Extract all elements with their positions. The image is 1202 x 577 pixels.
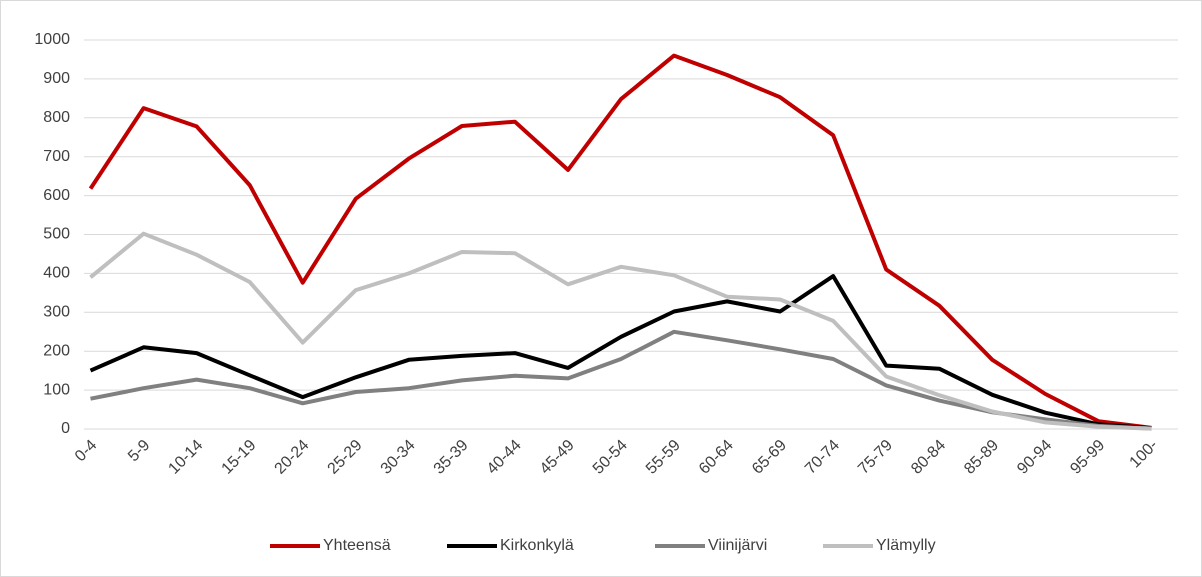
y-tick-label: 700 (43, 148, 70, 165)
y-tick-label: 200 (43, 342, 70, 359)
legend-label: Viinijärvi (708, 537, 767, 554)
y-tick-label: 100 (43, 381, 70, 398)
series-line (89, 274, 1152, 431)
series-line (89, 231, 1152, 431)
y-tick-label: 400 (43, 265, 70, 282)
y-tick-label: 1000 (34, 31, 70, 48)
legend-label: Yhteensä (323, 537, 391, 554)
y-tick-label: 600 (43, 187, 70, 204)
y-tick-label: 300 (43, 304, 70, 321)
y-tick-label: 0 (61, 420, 70, 437)
legend-label: Ylämylly (876, 537, 936, 554)
series-line (90, 329, 1152, 431)
series-line (88, 53, 1152, 430)
y-tick-label: 500 (43, 226, 70, 243)
y-tick-label: 900 (43, 70, 70, 87)
y-tick-label: 800 (43, 109, 70, 126)
legend-label: Kirkonkylä (500, 537, 574, 554)
